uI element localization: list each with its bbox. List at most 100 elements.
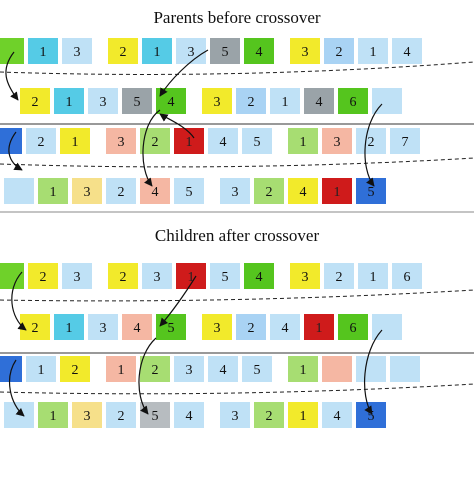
gene-cell bbox=[26, 356, 56, 382]
gene-label: 2 bbox=[248, 321, 255, 336]
gene-cell bbox=[220, 402, 250, 428]
gene-label: 5 bbox=[152, 409, 159, 424]
gene-label: 2 bbox=[40, 270, 47, 285]
gene-label: 4 bbox=[220, 363, 227, 378]
swap-arrow bbox=[138, 337, 157, 415]
gene-cell bbox=[106, 402, 136, 428]
gene-cell bbox=[108, 263, 138, 289]
chromosome-rows: 1 3 2 1 3 5 4 3 2 1 4 2 1 3 5 4 3 2 1 4 6 2 1 3 2 1 4 5 1 3 2 7 1 3 2 4 5 3 2 4… bbox=[0, 38, 422, 428]
gene-cell bbox=[358, 263, 388, 289]
gene-cell bbox=[244, 263, 274, 289]
gene-cell bbox=[106, 128, 136, 154]
gene-cell bbox=[242, 128, 272, 154]
gene-cell bbox=[254, 178, 284, 204]
children-chromosome-row: 1 3 2 5 4 3 2 1 4 5 bbox=[4, 402, 386, 428]
swap-arrow bbox=[5, 51, 19, 101]
children-chromosome-row: 2 1 3 4 5 3 2 4 1 6 bbox=[20, 314, 402, 340]
gene-label: 3 bbox=[334, 135, 341, 150]
gene-cell bbox=[304, 88, 334, 114]
dashed-separator bbox=[0, 157, 474, 168]
gene-label: 2 bbox=[118, 409, 125, 424]
gene-label: 5 bbox=[134, 95, 141, 110]
swap-arrow bbox=[8, 131, 23, 171]
gene-cell bbox=[242, 356, 272, 382]
gene-label: 2 bbox=[368, 135, 375, 150]
gene-cell bbox=[202, 314, 232, 340]
gene-label: 1 bbox=[316, 321, 323, 336]
gene-cell bbox=[62, 38, 92, 64]
gene-cell bbox=[26, 128, 56, 154]
gene-label: 1 bbox=[66, 95, 73, 110]
gene-label: 3 bbox=[100, 95, 107, 110]
gene-label: 3 bbox=[118, 135, 125, 150]
gene-label: 1 bbox=[50, 409, 57, 424]
gene-label: 5 bbox=[254, 135, 261, 150]
gene-cell bbox=[244, 38, 274, 64]
gene-label: 2 bbox=[118, 185, 125, 200]
gene-label: 2 bbox=[336, 45, 343, 60]
swap-arrow bbox=[364, 103, 383, 187]
gene-cell bbox=[288, 128, 318, 154]
gene-label: 3 bbox=[232, 185, 239, 200]
gene-cell bbox=[106, 356, 136, 382]
gene-label: 1 bbox=[282, 95, 289, 110]
gene-label: 5 bbox=[368, 409, 375, 424]
gene-label: 5 bbox=[222, 270, 229, 285]
gene-label: 1 bbox=[154, 45, 161, 60]
parents-chromosome-row: 1 3 2 1 3 5 4 3 2 1 4 bbox=[0, 38, 422, 64]
gene-cell bbox=[236, 88, 266, 114]
gene-label: 3 bbox=[74, 270, 81, 285]
gene-cell bbox=[338, 314, 368, 340]
gene-label: 3 bbox=[100, 321, 107, 336]
gene-cell bbox=[106, 178, 136, 204]
gene-cell bbox=[28, 263, 58, 289]
gene-label: 2 bbox=[120, 270, 127, 285]
gene-label: 4 bbox=[134, 321, 141, 336]
gene-label: 4 bbox=[282, 321, 289, 336]
gene-label: 1 bbox=[72, 135, 79, 150]
gene-cell bbox=[142, 263, 172, 289]
gene-label: 2 bbox=[72, 363, 79, 378]
gene-label: 2 bbox=[32, 95, 39, 110]
gene-cell bbox=[322, 356, 352, 382]
swap-arrow bbox=[142, 109, 161, 187]
gene-cell bbox=[62, 263, 92, 289]
gene-label: 2 bbox=[38, 135, 45, 150]
gene-label: 1 bbox=[188, 270, 195, 285]
gene-label: 3 bbox=[302, 45, 309, 60]
parents-chromosome-row: 2 1 3 2 1 4 5 1 3 2 7 bbox=[0, 128, 420, 154]
gene-cell bbox=[0, 263, 24, 289]
gene-cell bbox=[390, 356, 420, 382]
swap-arrow bbox=[11, 271, 27, 331]
children-chromosome-row: 2 3 2 3 1 5 4 3 2 1 6 bbox=[0, 263, 422, 289]
gene-label: 2 bbox=[266, 409, 273, 424]
gene-label: 3 bbox=[232, 409, 239, 424]
gene-cell bbox=[288, 178, 318, 204]
gene-label: 3 bbox=[84, 409, 91, 424]
dashed-separator bbox=[0, 289, 474, 302]
gene-cell bbox=[236, 314, 266, 340]
gene-label: 1 bbox=[300, 135, 307, 150]
children-arrows bbox=[9, 271, 383, 417]
gene-cell bbox=[210, 263, 240, 289]
gene-cell bbox=[254, 402, 284, 428]
gene-label: 7 bbox=[402, 135, 409, 150]
dashed-separator bbox=[0, 61, 474, 75]
gene-cell bbox=[322, 402, 352, 428]
gene-label: 1 bbox=[38, 363, 45, 378]
gene-cell bbox=[140, 128, 170, 154]
gene-label: 6 bbox=[404, 270, 411, 285]
gene-label: 3 bbox=[186, 363, 193, 378]
gene-cell bbox=[72, 178, 102, 204]
gene-cell bbox=[208, 356, 238, 382]
gene-cell bbox=[288, 402, 318, 428]
gene-label: 3 bbox=[302, 270, 309, 285]
gene-label: 4 bbox=[334, 409, 341, 424]
gene-cell bbox=[358, 38, 388, 64]
gene-label: 3 bbox=[154, 270, 161, 285]
gene-label: 2 bbox=[32, 321, 39, 336]
gene-cell bbox=[88, 314, 118, 340]
gene-cell bbox=[174, 356, 204, 382]
gene-cell bbox=[210, 38, 240, 64]
gene-cell bbox=[108, 38, 138, 64]
